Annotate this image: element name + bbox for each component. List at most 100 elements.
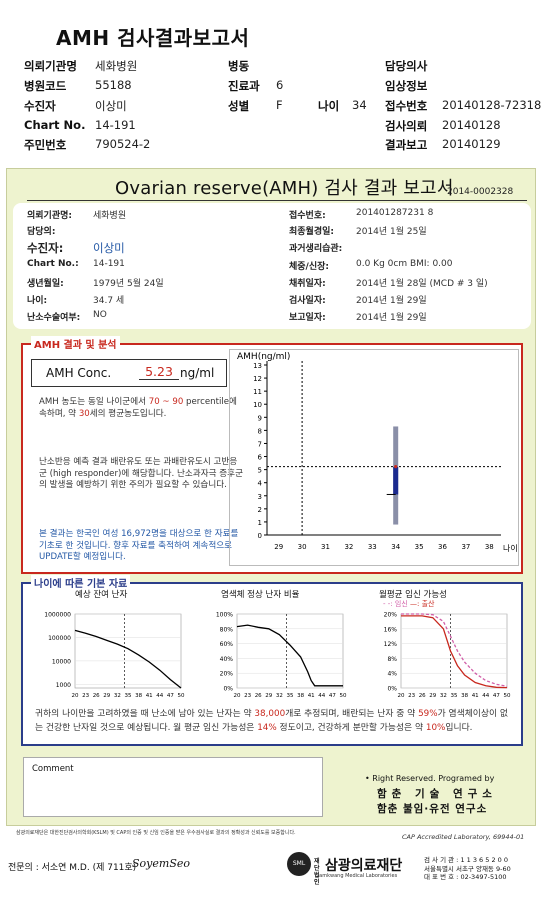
x-tick-label: 26	[419, 693, 426, 699]
x-tick-label: 50	[504, 693, 511, 699]
report-panel-title: Ovarian reserve(AMH) 검사 결과 보고서	[115, 178, 454, 199]
amh-conc-unit: ng/ml	[180, 366, 215, 380]
y-tick-label: 11	[253, 388, 262, 396]
pregnancy-legend: - -: 임신 —: 출산	[383, 599, 434, 609]
specialist-name: 전문의 : 서소연 M.D. (제 711호)	[8, 863, 137, 873]
label-patient: 수진자	[24, 99, 56, 113]
info-value: NO	[93, 310, 107, 320]
x-tick-label: 30	[298, 543, 307, 551]
legend-pregnancy: 임신	[394, 600, 408, 608]
x-tick-label: 44	[156, 693, 163, 699]
x-tick-label: 38	[297, 693, 304, 699]
x-tick-label: 47	[493, 693, 500, 699]
x-tick-label: 35	[415, 543, 424, 551]
label-clinical-info: 임상정보	[385, 79, 428, 93]
y-tick-label: 5	[258, 467, 262, 475]
value-resident-no: 790524-2	[95, 137, 151, 151]
info-value: 세화병원	[93, 211, 127, 221]
chart-title-pregnancy: 월평균 임신 가능성	[379, 590, 447, 600]
lab-name: 삼광의료재단	[325, 858, 403, 874]
info-value: 2014년 1월 25일	[356, 227, 427, 237]
x-tick-label: 29	[274, 543, 283, 551]
y-tick-label: 12	[253, 375, 262, 383]
y-tick-label: 3	[258, 493, 262, 501]
value-hospital-code: 55188	[95, 78, 132, 92]
x-tick-label: 20	[72, 693, 79, 699]
legend-dash-icon: - -:	[383, 600, 395, 608]
info-label: 나이:	[27, 296, 48, 306]
label-sex: 성별	[228, 99, 250, 113]
x-tick-label: 41	[472, 693, 479, 699]
y-tick-label: 9	[258, 414, 262, 422]
info-value: 1979년 5월 24일	[93, 279, 164, 289]
x-tick-label: 33	[368, 543, 377, 551]
info-label: 생년월일:	[27, 279, 64, 289]
series-line	[401, 613, 508, 687]
series-line	[401, 615, 508, 689]
y-tick-label: 4	[258, 480, 263, 488]
text-part: 정도이고, 건강하게 분만할 가능성은 약	[276, 722, 426, 733]
signature: SoyemSeo	[132, 857, 190, 870]
x-tick-label: 41	[308, 693, 315, 699]
x-axis-label: 나이	[503, 543, 518, 553]
info-label: 채취일자:	[289, 279, 326, 289]
y-tick-label: 7	[258, 440, 262, 448]
info-label: 접수번호:	[289, 211, 326, 221]
y-tick-label: 8%	[387, 656, 397, 663]
report-title: AMH 검사결과보고서	[56, 26, 250, 50]
info-value: 2014년 1월 28일 (MCD # 3 일)	[356, 279, 488, 289]
rights-text: • Right Reserved. Programed by	[365, 774, 495, 783]
x-tick-label: 50	[340, 693, 347, 699]
x-tick-label: 36	[438, 543, 447, 551]
x-tick-label: 29	[265, 693, 272, 699]
address-line: 서울특별시 서초구 양재동 9-60	[424, 864, 511, 873]
x-tick-label: 32	[276, 693, 283, 699]
info-value: 14-191	[93, 259, 125, 269]
comment-box: Comment	[23, 757, 323, 817]
x-tick-label: 34	[391, 543, 400, 551]
y-tick-label: 60%	[220, 641, 234, 648]
text-part: AMH 농도는 동일 나이군에서	[39, 397, 149, 407]
iqr-bar	[393, 467, 399, 495]
y-tick-label: 0%	[387, 686, 397, 693]
lab-prefix: 재단법인	[314, 858, 320, 886]
y-tick-label: 100000	[48, 635, 71, 642]
amh-conc-label: AMH Conc.	[46, 366, 112, 380]
value-sex: F	[276, 98, 283, 112]
amh-chart-frame	[229, 349, 519, 566]
percentile-range: 70 ~ 90	[148, 397, 184, 407]
cap-accreditation: CAP Accredited Laboratory, 69944-01	[402, 833, 525, 841]
info-label: 검사일자:	[289, 296, 326, 306]
legend-dash-icon: —:	[410, 600, 422, 608]
text-part: 입니다.	[445, 722, 473, 733]
patient-info-box: 의뢰기관명: 세화병원 담당의: 수진자: 이상미 Chart No.: 14-…	[13, 203, 531, 329]
plot-frame	[74, 613, 182, 689]
info-label: 난소수술여부:	[27, 313, 81, 323]
y-tick-label: 10	[253, 401, 262, 409]
series-line	[74, 629, 182, 689]
report-number: 2014-0002328	[447, 187, 514, 197]
y-tick-label: 100%	[216, 612, 233, 619]
x-tick-label: 29	[429, 693, 436, 699]
percentile-text: AMH 농도는 동일 나이군에서 70 ~ 90 percentile에 속하며…	[39, 397, 244, 420]
info-label: 최종월경일:	[289, 227, 334, 237]
y-tick-label: 80%	[220, 626, 234, 633]
info-value: 2014년 1월 29일	[356, 313, 427, 323]
x-tick-label: 35	[451, 693, 458, 699]
chart-title-remaining-eggs: 예상 잔여 난자	[75, 590, 128, 600]
y-tick-label: 0	[258, 532, 262, 540]
label-institution: 의뢰기관명	[24, 59, 77, 73]
y-tick-label: 1000000	[44, 612, 71, 619]
label-chart-no: Chart No.	[24, 118, 86, 132]
amh-result-section: AMH 결과 및 분석 AMH Conc. 5.23 ng/ml AMH 농도는…	[21, 336, 523, 574]
info-value: 이상미	[93, 241, 125, 255]
y-tick-label: 16%	[384, 626, 398, 633]
x-tick-label: 20	[398, 693, 405, 699]
section-title: 나이에 따른 기본 자료	[31, 575, 131, 590]
normal-egg-pct: 59%	[418, 709, 438, 719]
y-tick-label: 8	[258, 427, 262, 435]
label-ward: 병동	[228, 59, 250, 73]
y-tick-label: 12%	[384, 641, 398, 648]
x-tick-label: 23	[244, 693, 251, 699]
